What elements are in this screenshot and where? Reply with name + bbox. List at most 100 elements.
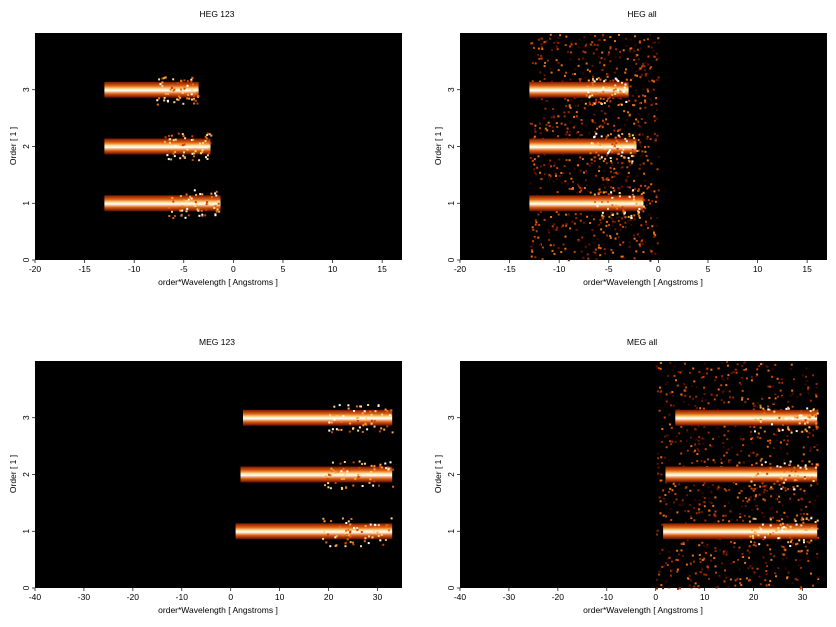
background-speckle	[720, 384, 723, 387]
stripe-speckle	[811, 476, 814, 479]
background-speckle	[533, 163, 536, 166]
background-speckle	[713, 394, 716, 397]
background-speckle	[749, 496, 752, 499]
background-speckle	[566, 131, 569, 134]
stripe-speckle	[782, 423, 784, 426]
background-speckle	[579, 134, 582, 137]
stripe-speckle	[782, 417, 785, 420]
background-speckle	[671, 489, 674, 492]
stripe-speckle	[192, 138, 195, 141]
background-speckle	[624, 226, 627, 229]
background-speckle	[653, 231, 655, 234]
stripe-speckle	[373, 465, 376, 468]
background-speckle	[715, 586, 718, 589]
y-tick-label: 2	[446, 472, 456, 477]
stripe-speckle	[768, 408, 771, 411]
background-speckle	[618, 216, 621, 219]
background-speckle	[580, 119, 583, 121]
background-speckle	[739, 516, 742, 519]
panel-title: HEG 123	[200, 9, 235, 19]
background-speckle	[633, 122, 636, 125]
stripe-speckle	[191, 98, 193, 101]
background-speckle	[695, 438, 697, 441]
stripe-speckle	[206, 134, 209, 136]
stripe-speckle	[347, 528, 350, 531]
background-speckle	[582, 57, 585, 60]
background-speckle	[589, 43, 592, 46]
background-speckle	[531, 159, 534, 162]
background-speckle	[674, 485, 677, 488]
stripe-speckle	[811, 413, 814, 416]
stripe-speckle	[362, 422, 365, 424]
stripe-speckle	[622, 208, 625, 211]
background-speckle	[573, 115, 575, 118]
stripe-speckle	[631, 134, 634, 137]
background-speckle	[816, 576, 819, 579]
background-speckle	[703, 557, 706, 560]
background-speckle	[610, 214, 613, 216]
background-speckle	[555, 210, 558, 213]
background-speckle	[565, 159, 568, 162]
background-speckle	[553, 223, 556, 226]
background-speckle	[544, 173, 547, 175]
stripe-speckle	[625, 90, 628, 93]
background-speckle	[743, 487, 746, 490]
stripe-speckle	[183, 87, 186, 90]
background-speckle	[618, 135, 621, 138]
background-speckle	[703, 551, 706, 554]
background-speckle	[725, 384, 728, 387]
stripe-speckle	[331, 431, 333, 434]
background-speckle	[593, 241, 596, 244]
background-speckle	[639, 107, 642, 110]
background-speckle	[704, 551, 707, 554]
background-speckle	[602, 243, 605, 246]
background-speckle	[727, 501, 730, 504]
background-speckle	[670, 519, 673, 521]
background-speckle	[742, 438, 745, 441]
background-speckle	[639, 102, 642, 105]
background-speckle	[793, 378, 795, 381]
stripe-speckle	[590, 158, 593, 161]
stripe-speckle	[172, 200, 175, 203]
stripe-speckle	[605, 137, 608, 140]
background-speckle	[710, 445, 713, 448]
stripe-speckle	[179, 195, 182, 198]
stripe-speckle	[592, 142, 594, 145]
background-speckle	[575, 228, 578, 231]
background-speckle	[807, 436, 810, 439]
background-speckle	[672, 482, 675, 485]
background-speckle	[668, 556, 671, 559]
background-speckle	[649, 202, 652, 205]
background-speckle	[595, 253, 598, 256]
background-speckle	[762, 491, 765, 494]
stripe-speckle	[606, 152, 609, 155]
background-speckle	[695, 385, 698, 388]
stripe-speckle	[609, 157, 612, 160]
stripe-speckle	[323, 520, 326, 523]
stripe-speckle	[363, 410, 366, 413]
background-speckle	[663, 500, 666, 503]
background-speckle	[609, 36, 612, 39]
background-speckle	[573, 96, 576, 99]
background-speckle	[742, 499, 745, 502]
background-speckle	[646, 187, 649, 190]
background-speckle	[646, 203, 649, 206]
stripe-speckle	[803, 476, 806, 479]
background-speckle	[778, 501, 781, 503]
background-speckle	[583, 187, 586, 189]
stripe-speckle	[167, 92, 170, 95]
background-speckle	[761, 362, 764, 365]
background-speckle	[702, 437, 705, 440]
stripe-speckle	[349, 535, 352, 538]
stripe-speckle	[584, 102, 587, 105]
stripe-speckle	[796, 475, 799, 478]
background-speckle	[618, 33, 620, 36]
background-speckle	[578, 78, 581, 81]
stripe-speckle	[356, 420, 359, 422]
stripe-speckle	[354, 477, 357, 480]
stripe-speckle	[324, 484, 326, 487]
background-speckle	[655, 138, 657, 140]
background-speckle	[771, 368, 774, 371]
y-axis-label: Order [ 1 ]	[433, 127, 443, 165]
background-speckle	[742, 461, 745, 464]
